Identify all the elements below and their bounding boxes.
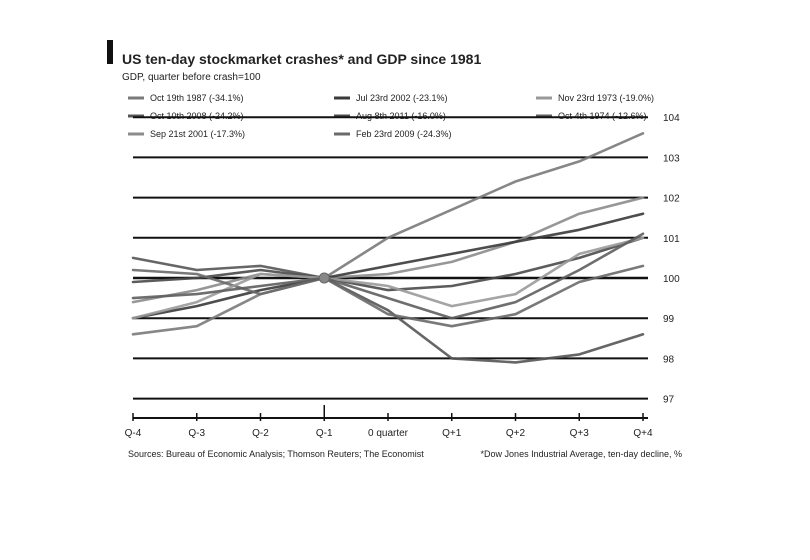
legend-item: Oct 19th 1987 (-34.1%) — [128, 93, 244, 103]
legend-label: Oct 10th 2008 (-24.2%) — [150, 111, 244, 121]
x-tick-label: Q+1 — [442, 428, 462, 439]
legend-label: Sep 21st 2001 (-17.3%) — [150, 129, 245, 139]
x-tick-label: Q-1 — [316, 428, 333, 439]
y-tick-label: 104 — [663, 113, 680, 124]
series-line — [131, 212, 645, 320]
x-tick-label: Q-4 — [125, 428, 142, 439]
x-tick-label: Q-2 — [252, 428, 269, 439]
legend-item: Feb 23rd 2009 (-24.3%) — [334, 129, 452, 139]
legend-label: Oct 19th 1987 (-34.1%) — [150, 93, 244, 103]
series-line — [131, 264, 645, 328]
x-axis: Q-4 Q-3 Q-2 Q-1 0 quarter Q+1 Q+2 Q+3 Q+4 — [125, 405, 653, 439]
source-note: Sources: Bureau of Economic Analysis; Th… — [128, 449, 424, 459]
series-line — [131, 236, 645, 292]
x-tick-label: Q-3 — [188, 428, 205, 439]
title-marker — [107, 40, 113, 64]
legend-item: Oct 10th 2008 (-24.2%) — [128, 111, 244, 121]
chart-title: US ten-day stockmarket crashes* and GDP … — [122, 51, 481, 67]
series-lines — [131, 132, 645, 364]
series-line — [131, 232, 645, 320]
legend-item: Aug 8th 2011 (-16.0%) — [334, 111, 446, 121]
y-tick-label: 101 — [663, 234, 680, 245]
legend-label: Oct 4th 1974 (-12.6%) — [558, 111, 647, 121]
x-tick-label: Q+4 — [633, 428, 653, 439]
y-tick-label: 100 — [663, 274, 680, 285]
series-line — [131, 236, 645, 320]
legend: Oct 19th 1987 (-34.1%) Oct 10th 2008 (-24… — [128, 93, 654, 139]
index-point — [318, 272, 330, 284]
x-tick-label: 0 quarter — [368, 428, 409, 439]
legend-label: Feb 23rd 2009 (-24.3%) — [356, 129, 452, 139]
legend-label: Jul 23rd 2002 (-23.1%) — [356, 93, 448, 103]
x-tick-label: Q+2 — [506, 428, 526, 439]
series-line — [131, 132, 645, 336]
legend-item: Oct 4th 1974 (-12.6%) — [536, 111, 647, 121]
legend-label: Aug 8th 2011 (-16.0%) — [356, 111, 446, 121]
series-line — [131, 256, 645, 364]
y-tick-label: 99 — [663, 314, 675, 325]
series-line — [131, 196, 645, 304]
x-tick-label: Q+3 — [570, 428, 590, 439]
legend-item: Jul 23rd 2002 (-23.1%) — [334, 93, 448, 103]
footnote: *Dow Jones Industrial Average, ten-day d… — [481, 449, 682, 459]
y-tick-label: 103 — [663, 153, 680, 164]
legend-label: Nov 23rd 1973 (-19.0%) — [558, 93, 654, 103]
y-tick-label: 102 — [663, 194, 680, 205]
y-axis-tick-labels: 104 103 102 101 100 99 98 97 — [663, 113, 680, 405]
chart-subtitle: GDP, quarter before crash=100 — [122, 72, 261, 83]
y-tick-label: 97 — [663, 395, 675, 406]
legend-item: Nov 23rd 1973 (-19.0%) — [536, 93, 654, 103]
y-tick-label: 98 — [663, 354, 675, 365]
legend-item: Sep 21st 2001 (-17.3%) — [128, 129, 245, 139]
